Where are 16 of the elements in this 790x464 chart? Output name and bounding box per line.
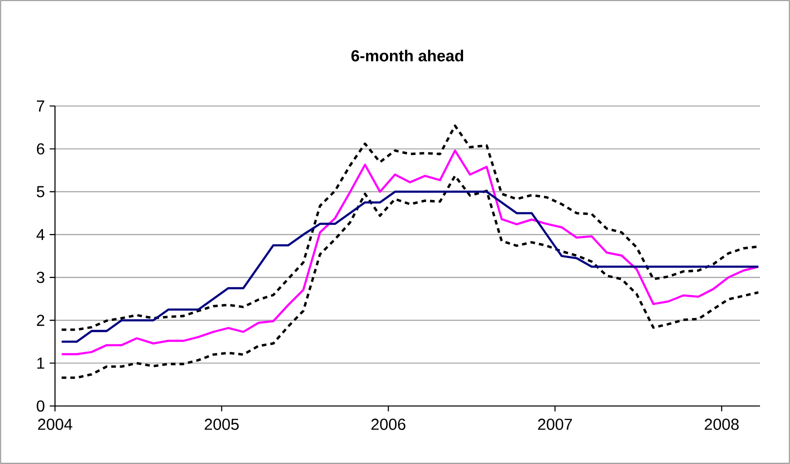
x-tick-label: 2004	[38, 418, 72, 430]
y-tick-label: 4	[36, 229, 45, 240]
y-tick-label: 1	[37, 358, 44, 369]
x-tick-label: 2008	[704, 418, 739, 430]
x-tick-label: 2005	[204, 418, 239, 430]
y-tick-label: 6	[36, 143, 44, 154]
y-tick-label: 7	[36, 100, 44, 112]
y-tick-label: 5	[36, 186, 44, 198]
y-tick-label: 2	[36, 314, 44, 326]
y-tick-label: 3	[36, 272, 44, 284]
chart-title: 6-month ahead	[351, 50, 464, 62]
x-tick-label: 2006	[371, 418, 406, 430]
y-tick-label: 0	[36, 400, 44, 412]
line-series	[60, 174, 760, 379]
line-series	[60, 150, 760, 356]
x-tick-label: 2007	[538, 418, 572, 430]
